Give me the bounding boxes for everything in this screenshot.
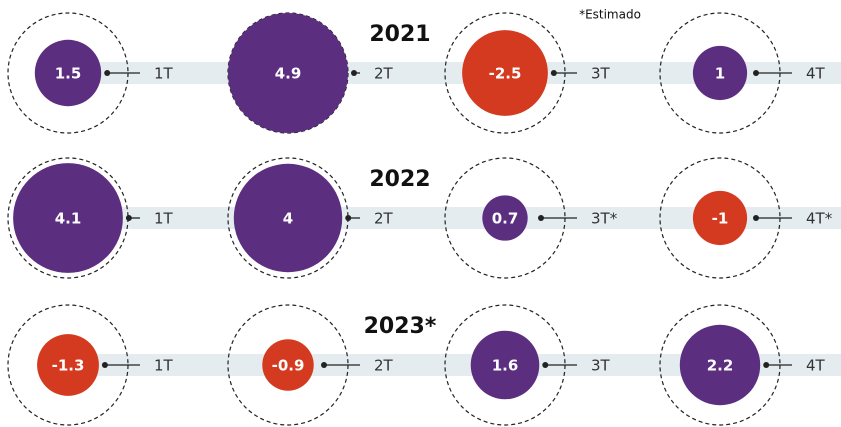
connector-dot [753, 215, 759, 221]
row-title: 2021 [369, 22, 430, 47]
value-label: 4.9 [275, 65, 302, 83]
connector-dot [753, 70, 759, 76]
connector-dot [351, 70, 357, 76]
bubble [470, 330, 540, 400]
bubble [692, 45, 748, 101]
value-label: 2.2 [707, 357, 734, 375]
quarter-label: 4T [806, 357, 826, 375]
note: *Estimado [579, 8, 641, 22]
bubble [233, 163, 343, 273]
value-label: 1 [715, 65, 725, 83]
quarter-label: 2T [374, 357, 394, 375]
value-label: -2.5 [489, 65, 522, 83]
bubble [13, 163, 123, 273]
row-title: 2023* [364, 314, 437, 339]
connector-dot [321, 362, 327, 368]
value-label: 1.6 [492, 357, 519, 375]
quarter-label: 3T* [591, 210, 618, 228]
quarter-label: 3T [591, 357, 611, 375]
bubble [34, 39, 102, 107]
connector-dot [104, 70, 111, 76]
bubble [37, 334, 99, 396]
value-label: -1.3 [52, 357, 85, 375]
bubble [462, 30, 548, 116]
value-label: -1 [712, 210, 729, 228]
bubble [228, 13, 348, 133]
connector-dot [763, 362, 770, 368]
connector-dot [550, 70, 557, 76]
connector-dot [538, 215, 544, 221]
connector-dot [125, 215, 132, 221]
band [40, 354, 841, 376]
quarter-label: 1T [154, 65, 174, 83]
connector-dot [542, 362, 549, 368]
quarter-label: 4T [806, 65, 826, 83]
quarter-label: 3T [591, 65, 611, 83]
quarter-label: 4T* [806, 210, 833, 228]
row-title: 2022 [369, 167, 430, 192]
quarter-label: 1T [154, 357, 174, 375]
bubble [482, 195, 528, 241]
bubble [679, 324, 761, 406]
quarter-label: 2T [374, 210, 394, 228]
value-label: 0.7 [492, 210, 519, 228]
value-label: 4 [283, 210, 293, 228]
connector-dot [345, 215, 352, 221]
quarter-label: 1T [154, 210, 174, 228]
bubble [262, 339, 314, 391]
value-label: -0.9 [272, 357, 305, 375]
value-label: 1.5 [55, 65, 82, 83]
value-label: 4.1 [55, 210, 82, 228]
connector-dot [101, 362, 108, 368]
bubble [692, 190, 748, 246]
quarter-label: 2T [374, 65, 394, 83]
